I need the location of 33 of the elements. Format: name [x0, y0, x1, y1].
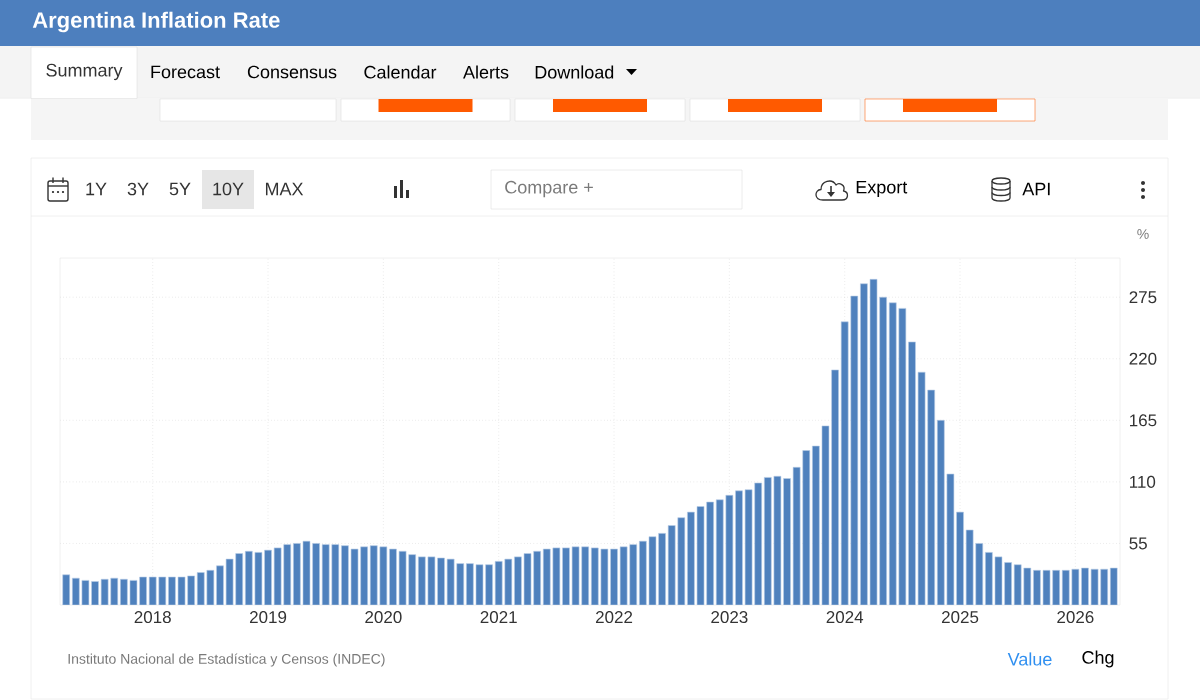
text: MAX [265, 182, 304, 196]
x-tick-label: 2021 [480, 611, 517, 624]
x-tick-label: 2019 [249, 611, 287, 624]
y-tick-label: 165 [1130, 414, 1157, 427]
text: Consensus [247, 65, 337, 79]
y-axis-title: % [1137, 229, 1149, 239]
x-tick-label: 2018 [134, 611, 171, 624]
chart-title: Argentina Inflation Rate [32, 11, 280, 33]
text: Summary [46, 63, 123, 81]
x-tick-label: 2020 [365, 611, 402, 624]
text: Forecast [151, 65, 220, 79]
text: 10Y [213, 182, 244, 196]
text: Download [535, 65, 614, 79]
x-tick-label: 2022 [595, 611, 633, 624]
text: Chg [1082, 650, 1114, 668]
y-tick-label: 55 [1129, 537, 1147, 550]
text: 5Y [169, 182, 191, 196]
text: 1Y [86, 182, 107, 196]
x-tick-label: 2025 [941, 611, 979, 624]
y-tick-label: 110 [1130, 475, 1156, 488]
text: Calendar [364, 65, 437, 79]
text: Export [856, 180, 908, 198]
text: Alerts [463, 65, 509, 79]
y-tick-label: 275 [1129, 291, 1157, 304]
x-tick-label: 2023 [711, 611, 748, 624]
text: Value [1007, 652, 1052, 666]
y-tick-label: 220 [1129, 352, 1157, 365]
text: Compare + [505, 180, 593, 198]
text: API [1022, 182, 1050, 196]
text: Instituto Nacional de Estadística y Censos (INDEC) [68, 653, 385, 667]
text: 3Y [127, 182, 149, 196]
x-tick-label: 2026 [1057, 611, 1094, 624]
x-tick-label: 2024 [826, 611, 864, 624]
